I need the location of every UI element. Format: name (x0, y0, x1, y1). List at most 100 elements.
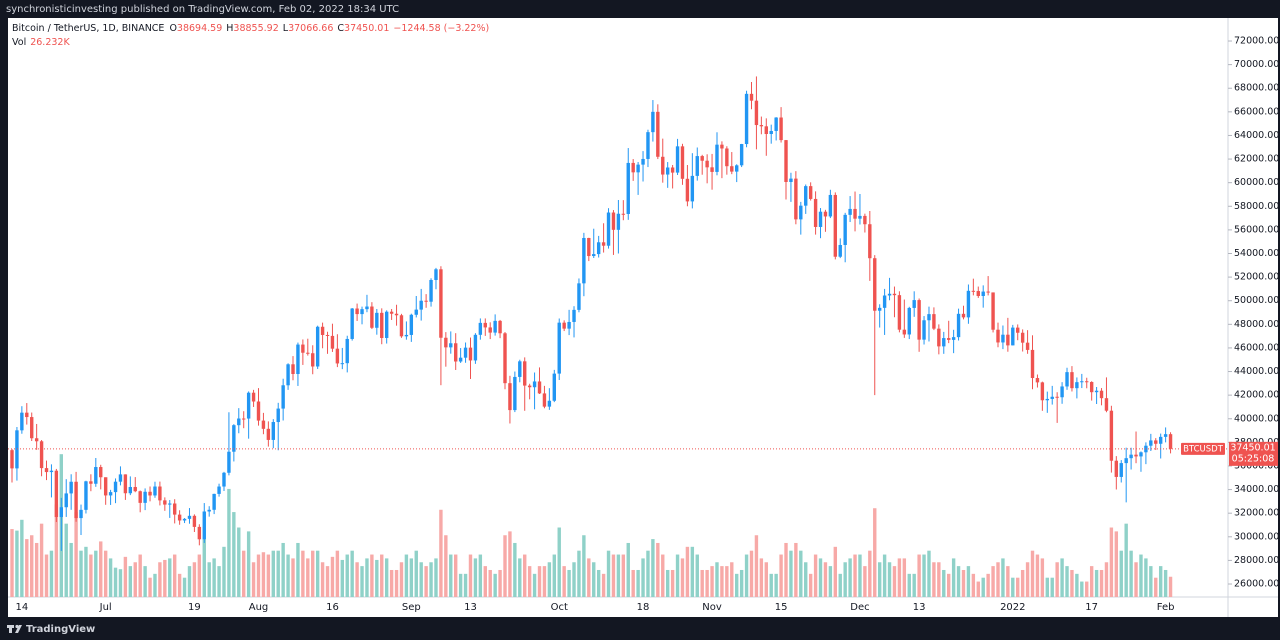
volume-bar (94, 550, 98, 597)
x-tick-label: Jul (99, 602, 112, 613)
volume-bar (1040, 558, 1045, 597)
candle-body (951, 337, 956, 340)
volume-bar (616, 554, 621, 597)
x-tick-label: Sep (402, 602, 421, 613)
volume-bar (463, 573, 468, 597)
volume-bar (266, 554, 271, 597)
volume-bar (996, 562, 1000, 597)
candle-body (547, 400, 552, 407)
candle-body (542, 393, 547, 407)
volume-bar (592, 562, 596, 597)
volume-bar (937, 562, 941, 597)
candle-body (838, 244, 842, 257)
volume-bar (892, 566, 897, 597)
candle-body (375, 312, 379, 328)
volume-bar (853, 554, 857, 597)
volume-bar (611, 554, 616, 597)
candle-body (621, 213, 626, 215)
candle-body (468, 347, 473, 361)
x-tick-label: 14 (15, 602, 28, 613)
volume-bar (537, 566, 542, 597)
candle-body (15, 430, 19, 469)
volume-bar (409, 558, 414, 597)
candle-body (823, 211, 828, 217)
candle-body (1114, 460, 1119, 477)
volume-bar (34, 542, 39, 597)
candle-body (202, 511, 206, 540)
volume-bar (808, 573, 813, 597)
volume-bar (942, 569, 946, 597)
candle-body (49, 470, 54, 473)
candle-body (828, 194, 833, 217)
candle-body (804, 186, 808, 206)
volume-bar (222, 546, 226, 597)
candle-body (966, 290, 971, 318)
candle-body (320, 326, 325, 335)
volume-bar (177, 573, 182, 597)
candle-body (1011, 327, 1015, 346)
volume-bar (572, 562, 576, 597)
volume-bar (30, 535, 34, 597)
volume-bar (503, 535, 507, 597)
volume-bar (404, 554, 409, 597)
candle-body (1025, 342, 1030, 350)
volume-bar (1085, 581, 1089, 597)
candle-body (232, 425, 236, 452)
candle-body (177, 514, 182, 521)
volume-bar (306, 558, 310, 597)
x-tick-label: Feb (1157, 602, 1175, 613)
candle-body (794, 178, 798, 220)
candle-body (833, 194, 838, 257)
volume-bar (1129, 550, 1133, 597)
candle-body (868, 224, 872, 259)
volume-bar (749, 550, 754, 597)
ohlc-value: 37066.66 (288, 23, 333, 34)
volume-bar (44, 554, 49, 597)
candle-body (715, 144, 719, 172)
candle-body (508, 383, 512, 411)
volume-bar (79, 550, 83, 597)
publisher: synchronisticinvesting published on Trad… (6, 4, 399, 15)
volume-bar (695, 554, 699, 597)
volume-bar (182, 577, 187, 597)
volume-legend: Vol 26.232K (12, 37, 70, 48)
candle-body (937, 328, 941, 347)
candle-body (74, 481, 78, 519)
candle-body (153, 486, 157, 496)
volume-bar (961, 569, 966, 597)
volume-bar (725, 566, 729, 597)
volume-bar (843, 562, 847, 597)
candle-body (532, 381, 537, 388)
candle-body (690, 175, 695, 202)
volume-bar (552, 554, 556, 597)
volume-bar (434, 558, 438, 597)
volume-bar (828, 566, 833, 597)
volume-bar (370, 554, 374, 597)
candle-body (932, 314, 936, 329)
volume-bar (799, 550, 803, 597)
candle-body (493, 320, 497, 333)
volume-bar (1045, 577, 1049, 597)
y-tick-label: 70000.00 (1234, 59, 1279, 70)
volume-bar (705, 569, 709, 597)
volume-bar (54, 504, 59, 597)
volume-bar (675, 554, 680, 597)
candle-body (409, 314, 414, 335)
candle-body (158, 486, 162, 501)
volume-bar (419, 562, 423, 597)
volume-bar (113, 567, 118, 597)
candle-body (44, 468, 49, 473)
volume-bar (473, 558, 478, 597)
y-tick-label: 68000.00 (1234, 83, 1279, 94)
candle-body (306, 352, 310, 354)
volume-bar (1114, 531, 1119, 597)
candle-body (592, 254, 596, 257)
candle-body (370, 306, 374, 328)
volume-bar (907, 573, 911, 597)
y-tick-label: 28000.00 (1234, 555, 1279, 566)
volume-bar (271, 550, 275, 597)
y-tick-label: 48000.00 (1234, 319, 1279, 330)
candle-body (956, 313, 961, 338)
volume-bar (848, 558, 852, 597)
candle-body (168, 503, 172, 505)
